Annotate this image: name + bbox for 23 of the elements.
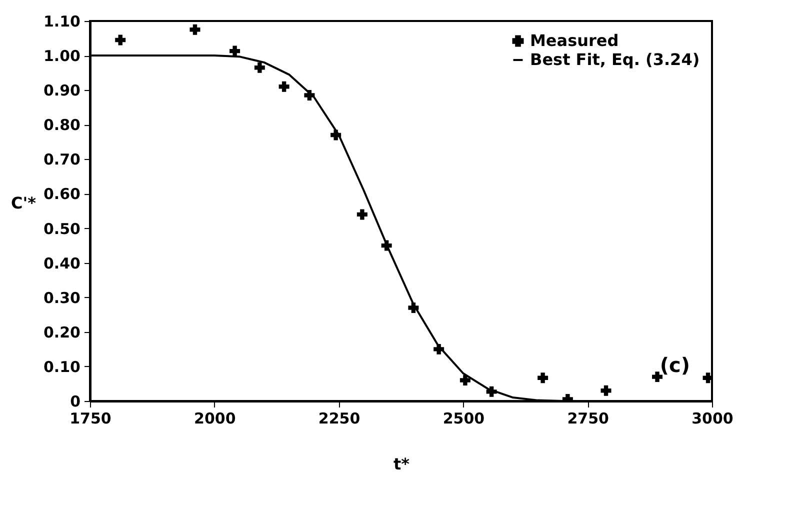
- x-tick-label: 2500: [442, 410, 485, 428]
- legend-label: Best Fit, Eq. (3.24): [530, 50, 700, 69]
- y-tick-label: 0.90: [43, 82, 80, 100]
- y-tick-label: 0.70: [43, 150, 80, 169]
- y-tick-label: 0.20: [43, 323, 80, 342]
- annotation: (c): [660, 353, 690, 377]
- y-tick-label: 0: [70, 392, 80, 410]
- x-tick-label: 1750: [70, 410, 112, 428]
- y-tick-label: 1.00: [43, 47, 80, 66]
- y-tick-label: 0.80: [43, 116, 80, 134]
- y-tick-label: 0.50: [43, 220, 80, 238]
- x-tick-label: 2750: [567, 410, 609, 428]
- legend-label: Measured: [530, 31, 619, 50]
- x-tick-label: 2000: [194, 410, 236, 428]
- x-axis-title: t*: [393, 454, 410, 474]
- x-tick-label: 2250: [318, 410, 360, 428]
- y-tick-label: 0.10: [43, 358, 80, 376]
- x-tick-label: 3000: [692, 410, 734, 428]
- y-tick-label: 1.10: [43, 12, 80, 30]
- y-tick-label: 0.30: [43, 288, 80, 307]
- y-tick-label: 0.60: [43, 185, 80, 204]
- y-tick-label: 0.40: [43, 254, 80, 272]
- y-axis-title: C'*: [10, 194, 37, 212]
